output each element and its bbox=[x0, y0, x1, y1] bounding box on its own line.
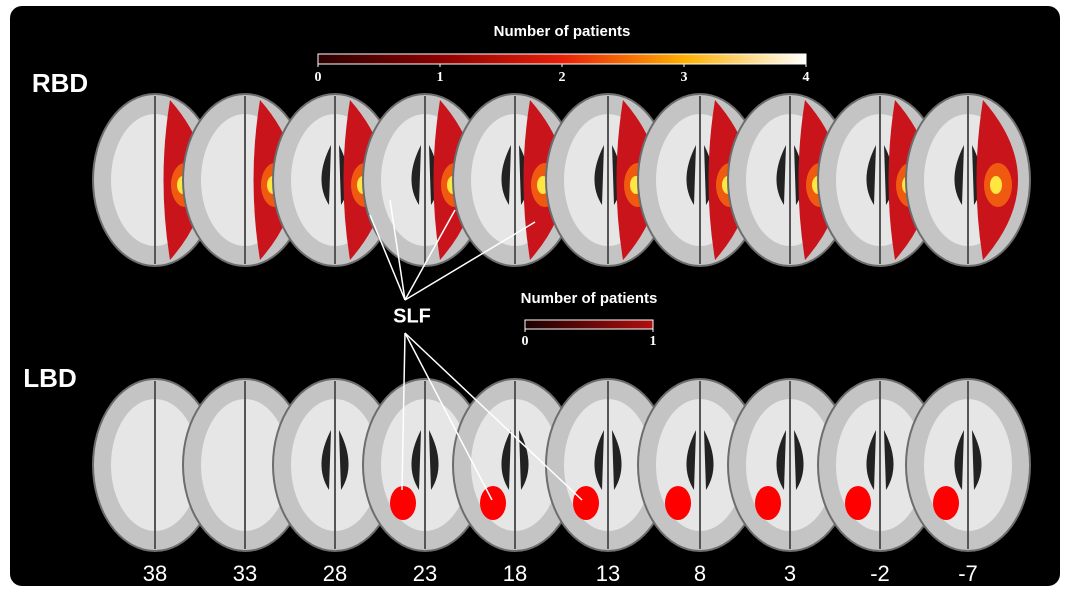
slice-label: 13 bbox=[596, 561, 620, 586]
colorbar-title: Number of patients bbox=[494, 23, 631, 40]
brain-slice bbox=[637, 378, 763, 552]
slice-label: 38 bbox=[143, 561, 167, 586]
colorbar-tick-label: 1 bbox=[650, 334, 657, 349]
ventricle bbox=[501, 430, 529, 490]
brain-slices bbox=[92, 93, 1031, 552]
ventricle bbox=[686, 430, 714, 490]
lesion bbox=[933, 486, 959, 520]
ventricle bbox=[321, 145, 349, 205]
brain-slice bbox=[905, 93, 1031, 267]
colorbar-tick-label: 0 bbox=[522, 334, 529, 349]
brain-slice bbox=[727, 378, 853, 552]
brain-slice bbox=[545, 378, 671, 552]
lesion bbox=[845, 486, 871, 520]
brain-slice bbox=[272, 378, 398, 552]
slice-label: -2 bbox=[870, 561, 890, 586]
lesion bbox=[390, 486, 416, 520]
brain-slice bbox=[452, 378, 578, 552]
ventricle bbox=[411, 145, 439, 205]
slice-label: -7 bbox=[958, 561, 978, 586]
row-label: LBD bbox=[23, 363, 76, 393]
ventricle bbox=[321, 430, 349, 490]
ventricle bbox=[501, 145, 529, 205]
ventricle bbox=[411, 430, 439, 490]
brain-slice bbox=[905, 378, 1031, 552]
brain-slice bbox=[272, 93, 398, 267]
slf-pointers bbox=[369, 199, 583, 501]
ventricle bbox=[594, 430, 622, 490]
ventricle bbox=[776, 145, 804, 205]
tract-label: SLF bbox=[393, 305, 431, 327]
slice-label: 18 bbox=[503, 561, 527, 586]
ventricle bbox=[594, 145, 622, 205]
colorbar bbox=[317, 53, 807, 65]
slice-label: 33 bbox=[233, 561, 257, 586]
ventricle bbox=[866, 430, 894, 490]
slice-label: 23 bbox=[413, 561, 437, 586]
colorbar-tick-label: 3 bbox=[681, 70, 688, 85]
ventricle bbox=[954, 145, 982, 205]
lesion bbox=[573, 486, 599, 520]
slice-label: 8 bbox=[694, 561, 706, 586]
colorbar-tick-label: 4 bbox=[803, 70, 810, 85]
lesion bbox=[755, 486, 781, 520]
brain-slice bbox=[92, 378, 218, 552]
slice-label: 28 bbox=[323, 561, 347, 586]
colorbar bbox=[524, 319, 654, 330]
colorbar-tick-label: 0 bbox=[315, 70, 322, 85]
ventricle bbox=[866, 145, 894, 205]
ventricle bbox=[954, 430, 982, 490]
colorbar-title: Number of patients bbox=[521, 290, 658, 307]
brain-slice bbox=[182, 378, 308, 552]
ventricle bbox=[776, 430, 804, 490]
row-label: RBD bbox=[32, 68, 88, 98]
brain-slice bbox=[92, 93, 218, 267]
colorbar-tick-label: 2 bbox=[559, 70, 566, 85]
lesion-peak bbox=[990, 176, 1002, 194]
lesion bbox=[665, 486, 691, 520]
lesion bbox=[480, 486, 506, 520]
slice-label: 3 bbox=[784, 561, 796, 586]
colorbar-tick-label: 1 bbox=[437, 70, 444, 85]
ventricle bbox=[686, 145, 714, 205]
